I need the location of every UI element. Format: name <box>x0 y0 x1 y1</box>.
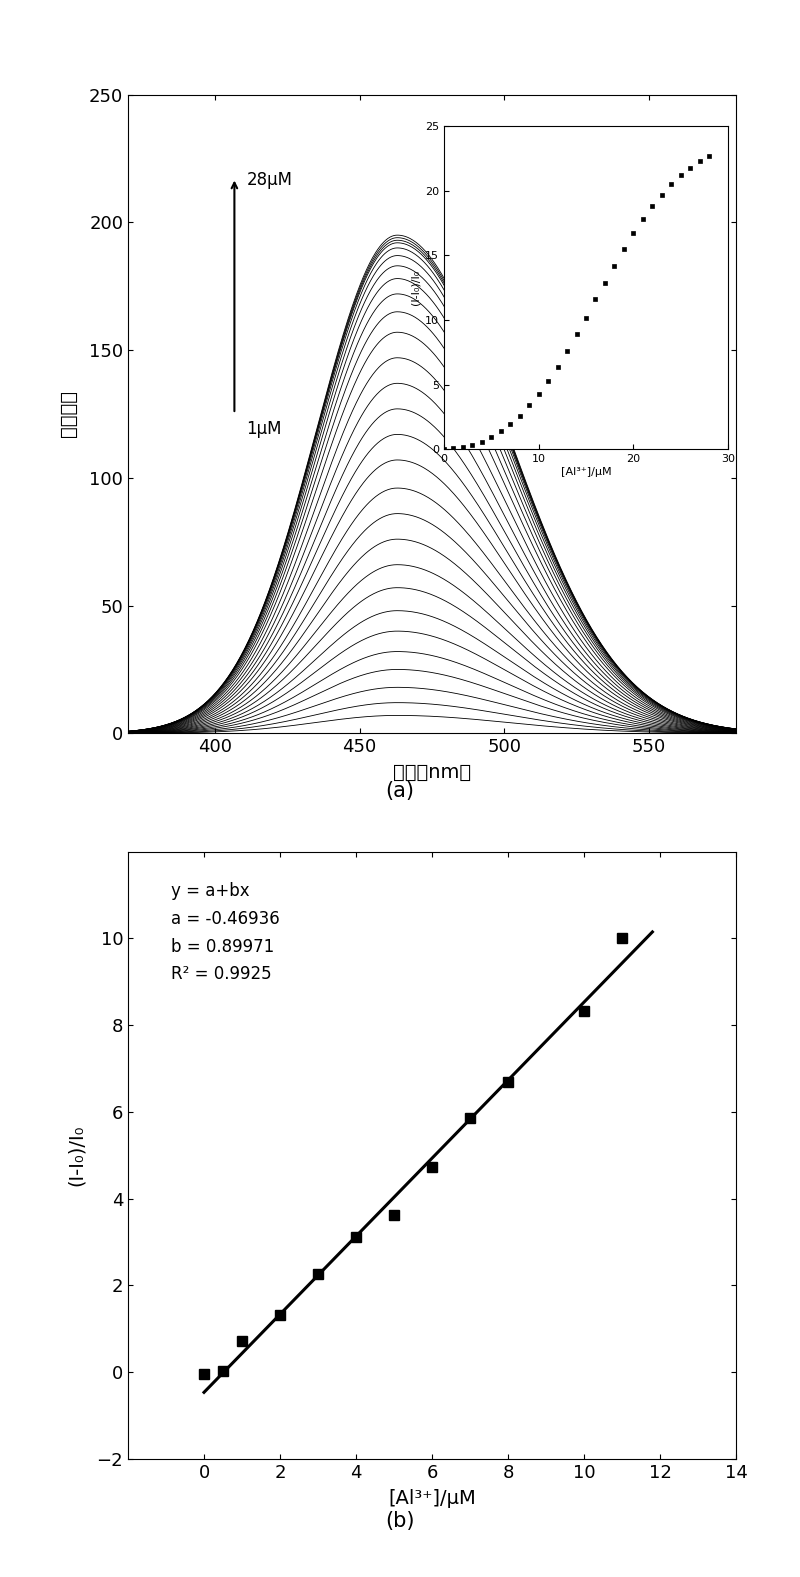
X-axis label: 波长（nm）: 波长（nm） <box>393 763 471 782</box>
X-axis label: [Al³⁺]/μM: [Al³⁺]/μM <box>388 1489 476 1508</box>
Y-axis label: (I-I₀)/I₀: (I-I₀)/I₀ <box>411 270 421 306</box>
Text: 1μM: 1μM <box>246 421 282 438</box>
Text: (b): (b) <box>386 1511 414 1531</box>
Text: y = a+bx
a = -0.46936
b = 0.89971
R² = 0.9925: y = a+bx a = -0.46936 b = 0.89971 R² = 0… <box>170 882 279 984</box>
X-axis label: [Al³⁺]/μM: [Al³⁺]/μM <box>561 467 611 478</box>
Text: (a): (a) <box>386 781 414 801</box>
Text: 28μM: 28μM <box>246 172 293 189</box>
Y-axis label: (I-I₀)/I₀: (I-I₀)/I₀ <box>66 1124 86 1186</box>
Y-axis label: 荧光强度: 荧光强度 <box>58 391 78 437</box>
